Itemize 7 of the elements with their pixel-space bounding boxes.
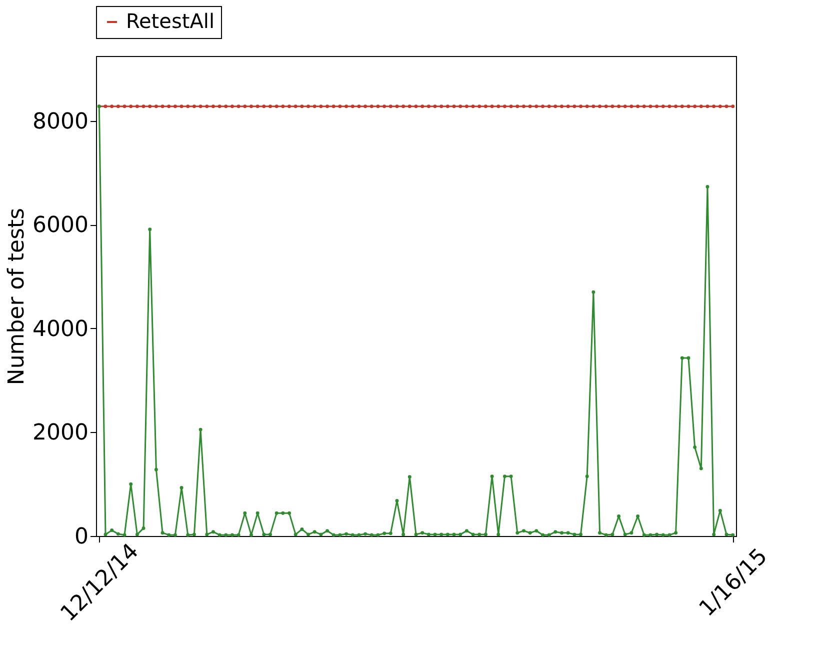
- y-tick-label: 2000: [32, 420, 88, 446]
- y-tick-label: 0: [74, 524, 88, 550]
- y-tick-label: 8000: [32, 109, 88, 134]
- legend-label: RetestAll: [126, 9, 215, 33]
- y-tick-label: 6000: [32, 213, 88, 238]
- y-tick-label: 4000: [32, 316, 88, 342]
- y-axis-title: Number of tests: [4, 208, 30, 386]
